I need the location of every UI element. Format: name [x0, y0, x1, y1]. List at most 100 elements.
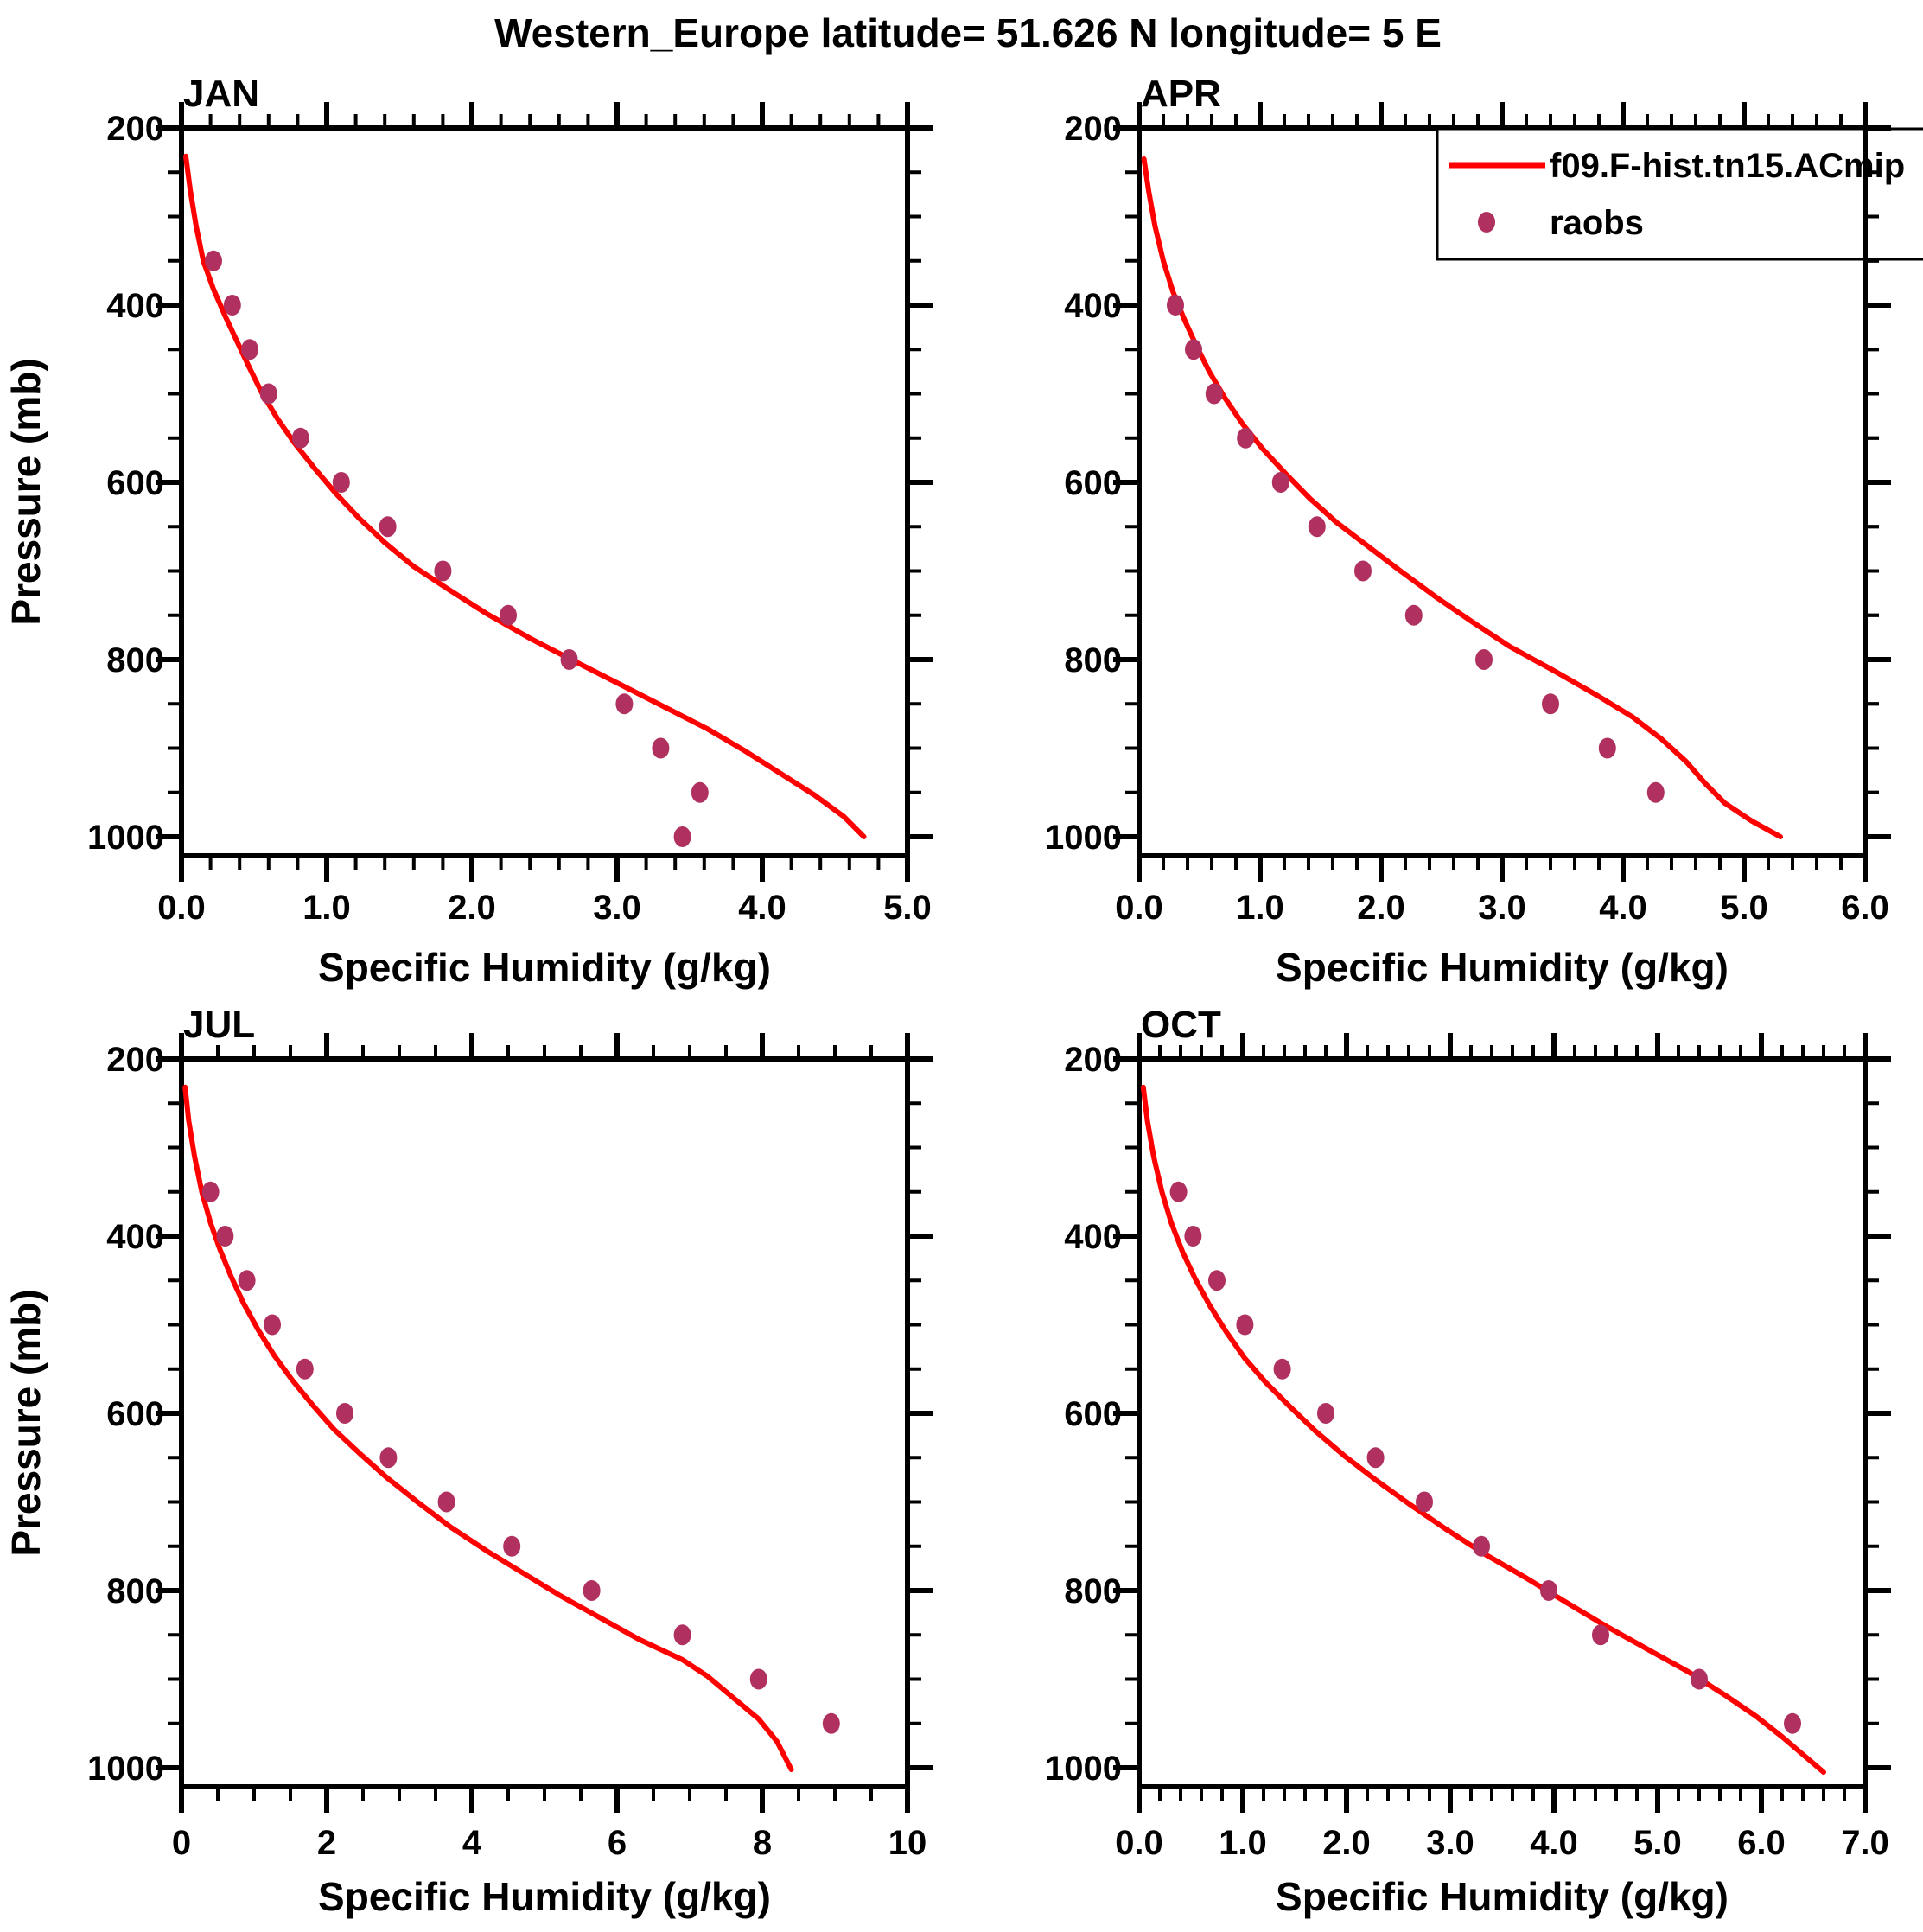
panel-jan: 0.0 1.0 2.0 3.0 4.0 5.0 200 400 600 800 1000 Specif…: [3, 73, 933, 990]
y-tick-label: 200: [106, 110, 164, 148]
raobs-point: [1273, 1358, 1291, 1380]
raobs-point: [615, 693, 634, 715]
y-tick-label: 200: [1064, 110, 1122, 148]
main-title: Western_Europe latitude= 51.626 N longit…: [494, 10, 1442, 55]
raobs-point: [437, 1491, 455, 1513]
raobs-point: [583, 1580, 601, 1601]
y-tick-label: 1000: [1045, 819, 1122, 857]
raobs-point: [223, 295, 241, 316]
x-tick-label: 4.0: [1599, 889, 1647, 927]
x-tick-label: 2.0: [1322, 1824, 1371, 1862]
raobs-point: [379, 1447, 398, 1469]
panel-title: JAN: [183, 73, 259, 115]
x-tick-label: 1.0: [1236, 889, 1284, 927]
x-tick-label: 0: [172, 1824, 191, 1862]
x-axis-label: Specific Humidity (g/kg): [318, 945, 771, 990]
legend-raobs-label: raobs: [1550, 204, 1644, 242]
x-tick-label: 6.0: [1841, 889, 1889, 927]
raobs-point: [1475, 649, 1493, 670]
model-curve: [1140, 1084, 1826, 1776]
x-tick-label: 8: [753, 1824, 772, 1862]
raobs-point: [673, 826, 691, 847]
y-axis-label: Pressure (mb): [3, 1289, 48, 1556]
plot-box: [179, 125, 910, 858]
raobs-point: [1317, 1403, 1334, 1424]
y-axis-label: Pressure (mb): [3, 358, 48, 625]
raobs-points: [1169, 1181, 1801, 1734]
raobs-point: [652, 737, 670, 759]
raobs-point: [1416, 1491, 1433, 1513]
panels-container: 0.0 1.0 2.0 3.0 4.0 5.0 200 400 600 800 1000 Specif…: [3, 73, 1923, 1919]
raobs-point: [691, 781, 709, 803]
x-tick-label: 3.0: [593, 889, 641, 927]
y-axis-label: Pressure (mb): [3, 358, 48, 625]
y-tick-label: 1000: [87, 1750, 164, 1788]
raobs-point: [1691, 1668, 1708, 1690]
x-tick-label: 7.0: [1841, 1824, 1889, 1862]
raobs-point: [822, 1712, 840, 1734]
legend: f09.F-hist.tn15.ACmip raobs: [1436, 125, 1923, 856]
raobs-points: [205, 250, 709, 847]
raobs-point: [1308, 516, 1326, 538]
raobs-point: [1366, 1447, 1385, 1469]
raobs-point: [503, 1535, 521, 1557]
x-tick-label: 6: [608, 1824, 627, 1862]
raobs-point: [673, 1624, 691, 1646]
raobs-point: [1592, 1624, 1609, 1646]
raobs-point: [1404, 604, 1423, 626]
raobs-point: [296, 1358, 314, 1380]
raobs-point: [1167, 295, 1184, 316]
plot-box: [179, 1056, 910, 1789]
legend-box: [1436, 127, 1923, 261]
raobs-point: [560, 649, 578, 670]
raobs-point: [434, 560, 452, 582]
raobs-point: [379, 516, 397, 538]
y-tick-label: 1000: [1045, 1750, 1122, 1788]
y-tick-label: 800: [106, 641, 164, 679]
y-tick-label: 800: [1064, 641, 1122, 679]
y-tick-label: 600: [106, 1395, 164, 1433]
x-tick-label: 3.0: [1426, 1824, 1474, 1862]
panel-oct: 0.0 1.0 2.0 3.0 4.0 5.0 6.0 7.02004006008001000…: [3, 1004, 1891, 1919]
raobs-point: [238, 1270, 256, 1291]
raobs-points: [201, 1181, 840, 1734]
panel-title: OCT: [1141, 1004, 1221, 1046]
y-tick-label: 400: [106, 1218, 164, 1256]
x-tick-label: 5.0: [1633, 1824, 1682, 1862]
model-curve: [182, 1084, 794, 1772]
raobs-point: [332, 472, 350, 493]
y-tick-label: 400: [106, 287, 164, 325]
raobs-point: [259, 383, 277, 405]
raobs-point: [500, 604, 517, 626]
raobs-point: [264, 1314, 281, 1336]
plot-box: [1137, 1056, 1868, 1789]
raobs-point: [336, 1403, 353, 1424]
raobs-point: [1646, 781, 1665, 803]
y-tick-label: 1000: [87, 819, 164, 857]
raobs-point: [1473, 1535, 1490, 1557]
x-axis-label: Specific Humidity (g/kg): [318, 1874, 771, 1919]
x-tick-label: 4.0: [1530, 1824, 1578, 1862]
x-tick-label: 1.0: [302, 889, 351, 927]
y-tick-label: 400: [1064, 1218, 1122, 1256]
raobs-point: [1184, 1226, 1202, 1247]
y-tick-label: 600: [106, 464, 164, 502]
raobs-point: [749, 1668, 767, 1690]
y-tick-label: 200: [1064, 1041, 1122, 1079]
x-axis-label: Specific Humidity (g/kg): [1276, 945, 1729, 990]
raobs-point: [1185, 339, 1202, 360]
y-tick-label: 200: [106, 1041, 164, 1079]
x-tick-label: 1.0: [1219, 1824, 1267, 1862]
legend-raobs-dot: [1478, 212, 1495, 233]
y-tick-label: 800: [106, 1572, 164, 1610]
raobs-point: [205, 250, 222, 271]
raobs-point: [1784, 1712, 1801, 1734]
x-tick-label: 10: [888, 1824, 927, 1862]
raobs-point: [1208, 1270, 1226, 1291]
y-tick-label: 600: [1064, 1395, 1122, 1433]
legend-model-label: f09.F-hist.tn15.ACmip: [1550, 147, 1905, 185]
model-curve: [1141, 156, 1783, 839]
x-tick-label: 3.0: [1478, 889, 1526, 927]
